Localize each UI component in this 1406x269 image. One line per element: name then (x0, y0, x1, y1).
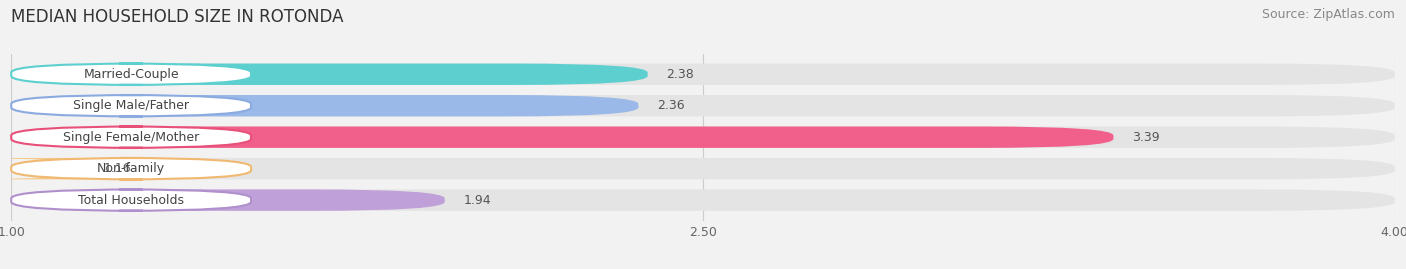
FancyBboxPatch shape (11, 189, 252, 211)
FancyBboxPatch shape (11, 189, 444, 211)
FancyBboxPatch shape (11, 158, 252, 179)
Text: 1.94: 1.94 (463, 194, 491, 207)
FancyBboxPatch shape (11, 63, 252, 85)
Text: Married-Couple: Married-Couple (83, 68, 179, 81)
Text: 2.38: 2.38 (666, 68, 693, 81)
Text: Single Male/Father: Single Male/Father (73, 99, 190, 112)
FancyBboxPatch shape (11, 95, 252, 116)
Text: Non-family: Non-family (97, 162, 166, 175)
FancyBboxPatch shape (11, 63, 1395, 85)
FancyBboxPatch shape (11, 95, 638, 116)
FancyBboxPatch shape (11, 126, 252, 148)
FancyBboxPatch shape (0, 158, 143, 179)
Text: Single Female/Mother: Single Female/Mother (63, 131, 200, 144)
FancyBboxPatch shape (11, 63, 648, 85)
Text: 2.36: 2.36 (657, 99, 685, 112)
Text: Source: ZipAtlas.com: Source: ZipAtlas.com (1261, 8, 1395, 21)
FancyBboxPatch shape (11, 95, 1395, 116)
Text: Total Households: Total Households (79, 194, 184, 207)
Text: 1.16: 1.16 (104, 162, 131, 175)
FancyBboxPatch shape (11, 189, 1395, 211)
Text: MEDIAN HOUSEHOLD SIZE IN ROTONDA: MEDIAN HOUSEHOLD SIZE IN ROTONDA (11, 8, 343, 26)
Text: 3.39: 3.39 (1132, 131, 1160, 144)
FancyBboxPatch shape (11, 126, 1114, 148)
FancyBboxPatch shape (11, 126, 1395, 148)
FancyBboxPatch shape (11, 158, 1395, 179)
